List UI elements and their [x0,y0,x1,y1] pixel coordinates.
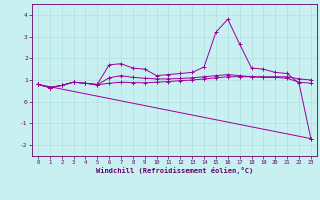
X-axis label: Windchill (Refroidissement éolien,°C): Windchill (Refroidissement éolien,°C) [96,167,253,174]
